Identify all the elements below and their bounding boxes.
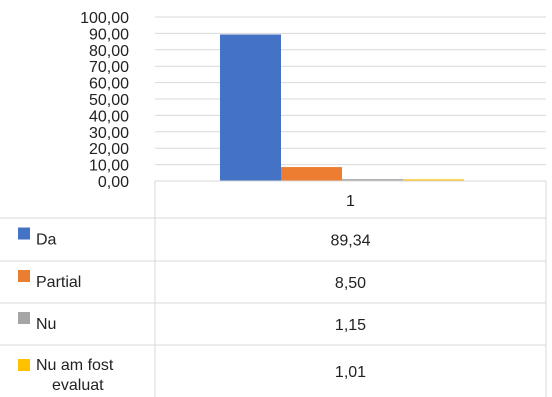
- value-label: 1,15: [335, 317, 366, 334]
- category-label: 1: [346, 193, 355, 210]
- y-tick-label: 0,00: [98, 174, 129, 191]
- legend-key: [18, 227, 30, 240]
- value-label: 8,50: [335, 275, 366, 292]
- y-tick-label: 40,00: [89, 108, 129, 125]
- y-tick-label: 20,00: [89, 141, 129, 158]
- bar-nu-am-fost-evaluat: [403, 179, 464, 181]
- legend-key: [18, 359, 30, 371]
- y-tick-label: 100,00: [80, 10, 129, 27]
- y-tick-label: 10,00: [89, 158, 129, 175]
- series-label: Partial: [36, 274, 81, 291]
- y-tick-label: 60,00: [89, 76, 129, 93]
- bar-da: [220, 34, 281, 182]
- y-tick-label: 30,00: [89, 125, 129, 142]
- gridlines: [155, 16, 546, 182]
- series-label: Da: [36, 232, 57, 249]
- legend-key: [18, 312, 30, 324]
- bar-partial: [281, 167, 342, 181]
- series-label: Nu: [36, 316, 56, 333]
- series-label: Nu am fost evaluat: [36, 357, 114, 394]
- bar-nu: [342, 179, 403, 181]
- legend-key: [18, 270, 30, 282]
- y-tick-label: 70,00: [89, 59, 129, 76]
- bars: [220, 34, 464, 182]
- y-tick-label: 80,00: [89, 43, 129, 60]
- data-table: 1 Da 89,34 Partial 8,50 Nu 1,15 Nu am fost evalu…: [0, 180, 547, 397]
- value-label: 89,34: [330, 233, 370, 250]
- y-tick-label: 90,00: [89, 26, 129, 43]
- value-label: 1,01: [335, 364, 366, 381]
- y-tick-label: 50,00: [89, 92, 129, 109]
- y-axis-ticks: 0,0010,0020,0030,0040,0050,0060,0070,008…: [80, 10, 129, 191]
